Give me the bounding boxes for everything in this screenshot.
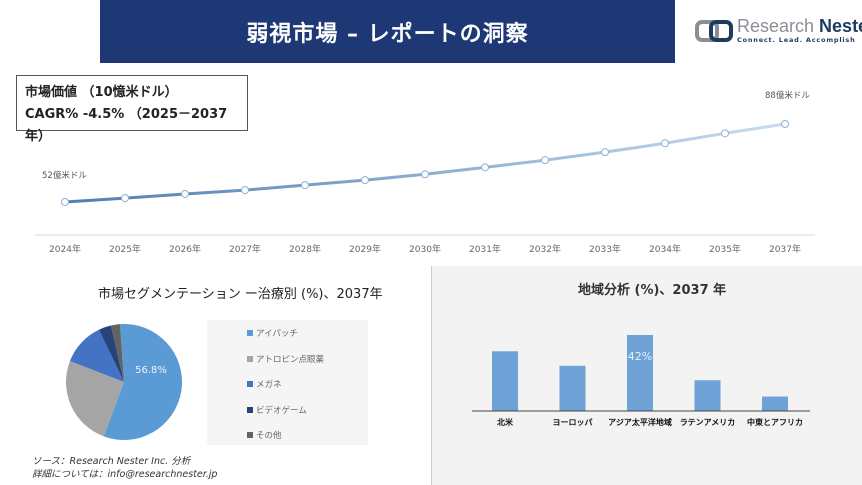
line-chart: 2024年 2025年 2026年 2027年 2028年 2029年 2030年 2031年… bbox=[35, 90, 815, 255]
market-info-box: 市場価値 （10憶米ドル） CAGR% -4.5% （2025－2037年） bbox=[16, 75, 248, 144]
pie-legend: アイパッチアトロピン点眼薬 メガネビデオゲーム その他 bbox=[207, 320, 368, 445]
x-tick-label: アジア太平洋地域 bbox=[608, 417, 672, 427]
pie-slice bbox=[98, 325, 124, 382]
bar bbox=[694, 380, 721, 411]
legend-item: アトロピン点眼薬 bbox=[247, 353, 324, 365]
research-nester-logo: Research Nester Connect. Lead. Accomplis… bbox=[695, 16, 862, 46]
x-tick-label: 2025年 bbox=[109, 243, 141, 255]
bar bbox=[627, 335, 653, 411]
legend-item: アイパッチ bbox=[247, 327, 298, 339]
data-point bbox=[721, 129, 729, 138]
legend-label: ビデオゲーム bbox=[256, 405, 307, 416]
data-label-last: 88億米ドル bbox=[765, 90, 810, 101]
data-point bbox=[661, 139, 669, 148]
x-tick-label: 2033年 bbox=[589, 243, 621, 255]
bar bbox=[492, 351, 518, 411]
x-tick-label: ヨーロッパ bbox=[553, 417, 593, 427]
pie-slice bbox=[69, 329, 124, 382]
data-point bbox=[421, 170, 429, 179]
x-tick-label: 2029年 bbox=[349, 243, 381, 255]
source-note: ソース：Research Nester Inc. 分析 詳細については：info… bbox=[32, 456, 218, 480]
page-title: 弱視市場 – レポートの洞察 bbox=[246, 21, 529, 47]
data-point bbox=[241, 186, 249, 195]
data-point bbox=[781, 120, 789, 128]
pie-slice bbox=[110, 324, 124, 382]
x-tick-label: 2024年 bbox=[49, 243, 81, 255]
bar-title: 地域分析 (%)、2037 年 bbox=[578, 283, 727, 298]
pie-title: 市場セグメンテーション ー治療別 (%)、2037年 bbox=[98, 287, 383, 302]
data-point bbox=[61, 198, 69, 206]
legend-swatch bbox=[247, 330, 253, 336]
report-title-banner: 弱視市場 – レポートの洞察 bbox=[100, 0, 675, 63]
x-tick-label: 2037年 bbox=[769, 243, 801, 255]
bar bbox=[559, 365, 586, 411]
x-tick-label: 2026年 bbox=[169, 243, 201, 255]
data-point bbox=[181, 189, 189, 198]
legend-swatch bbox=[247, 355, 253, 362]
market-value-label: 市場価値 （10憶米ドル） bbox=[25, 85, 178, 100]
x-tick-label: 2031年 bbox=[469, 243, 501, 255]
legend-swatch bbox=[247, 432, 253, 438]
pie-slice bbox=[66, 361, 124, 437]
pie-data-label: 56.8% bbox=[135, 365, 167, 376]
data-point bbox=[121, 194, 129, 203]
data-point bbox=[361, 176, 369, 185]
legend-label: その他 bbox=[256, 431, 282, 441]
data-point bbox=[601, 148, 609, 157]
x-tick-label: 2034年 bbox=[649, 243, 681, 255]
pie-slice bbox=[103, 324, 183, 440]
x-tick-label: 北米 bbox=[497, 417, 514, 427]
cagr-label: CAGR% -4.5% （2025－2037年） bbox=[25, 107, 228, 144]
bar bbox=[762, 396, 788, 411]
divider bbox=[431, 266, 432, 485]
legend-item: メガネ bbox=[247, 378, 282, 390]
data-point bbox=[301, 181, 309, 190]
x-tick-label: ラテンアメリカ bbox=[680, 418, 736, 427]
legend-label: アイパッチ bbox=[256, 329, 298, 339]
legend-item: ビデオゲーム bbox=[247, 404, 307, 416]
x-tick-label: 中東とアフリカ bbox=[747, 417, 803, 427]
legend-swatch bbox=[247, 381, 253, 387]
data-point bbox=[541, 156, 549, 165]
legend-item: その他 bbox=[247, 429, 282, 441]
x-tick-label: 2032年 bbox=[529, 243, 561, 255]
pie-chart: 56.8% bbox=[66, 324, 183, 440]
legend-swatch bbox=[247, 406, 253, 413]
legend-label: メガネ bbox=[256, 380, 282, 390]
x-tick-label: 2027年 bbox=[229, 243, 261, 255]
x-tick-label: 2035年 bbox=[709, 243, 741, 255]
data-label-first: 52億米ドル bbox=[42, 170, 87, 181]
bar-data-label: 42% bbox=[628, 350, 652, 363]
legend-label: アトロピン点眼薬 bbox=[256, 354, 325, 365]
logo-icon bbox=[695, 20, 733, 42]
x-tick-label: 2030年 bbox=[409, 243, 441, 255]
data-point bbox=[481, 163, 489, 172]
x-tick-label: 2028年 bbox=[289, 243, 321, 255]
